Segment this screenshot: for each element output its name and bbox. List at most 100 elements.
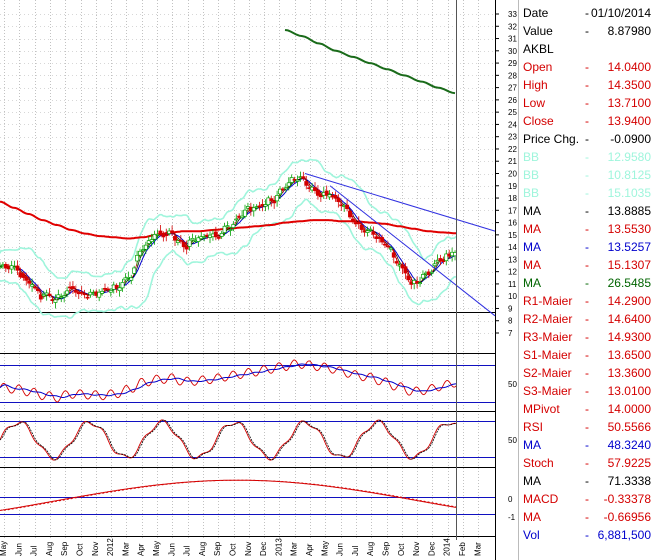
price-tick-label: 8 [508,317,513,326]
ma-long-line [0,200,456,240]
candle-body [368,229,373,231]
data-row-value: 14.0400 [607,60,651,74]
data-row-open: Open - 14.0400 [519,58,654,76]
time-axis-label: Oct [397,543,406,556]
data-row-separator: - [585,294,589,308]
candle-body [47,293,52,296]
candle-body [286,182,291,187]
candle-body [85,296,90,299]
candle-body [388,247,393,250]
time-axis-label: Jul [30,546,39,556]
data-row-separator: - [585,312,589,326]
trend-line-lower [329,185,496,317]
time-axis-label: Apr [137,543,146,556]
data-row-bb: BB - 15.1035 [519,184,654,202]
data-row-value: 13.3600 [607,366,651,380]
data-row-separator: - [585,150,589,164]
data-row-label: BB [523,168,540,182]
candle-body [219,233,224,237]
data-row-ma: MA - 48.3240 [519,436,654,454]
candle-body [350,218,355,223]
price-tick-label: 33 [508,10,517,19]
candle-body [444,253,449,262]
candle-body [21,273,26,278]
data-row-separator: - [585,330,589,344]
price-tick-label: 31 [508,35,517,44]
trend-lines [304,173,496,317]
data-row-separator: - [585,60,589,74]
candle-body [345,204,350,210]
data-row-price-chg: Price Chg. - -0.0900 [519,130,654,148]
price-tick-label: 19 [508,182,517,191]
price-tick-label: 7 [508,329,513,338]
data-row-label: Value [523,24,553,38]
candle-body [385,245,390,248]
data-row-low: Low - 13.7100 [519,94,654,112]
time-axis-label: May [152,541,161,556]
data-row-label: MACD [523,492,559,506]
panel-frames [0,0,496,560]
data-row-label: R1-Maier [523,294,573,308]
price-tick-label: 32 [508,22,517,31]
data-row-ma: MA - 13.5530 [519,220,654,238]
data-row-value: 15.1035 [607,186,651,200]
price-tick-label: 27 [508,84,517,93]
candle-body [295,179,300,182]
time-axis-label: Oct [76,543,85,556]
data-row-label: AKBL [523,42,554,56]
data-row-separator: - [585,276,589,290]
data-row-value: 14.0000 [607,402,651,416]
data-row-separator: - [585,6,589,20]
data-row-r2-maier: R2-Maier - 14.6400 [519,310,654,328]
data-row-label: MPivot [523,402,560,416]
candle-body [155,234,160,236]
candle-body [257,205,262,208]
data-row-high: High - 14.3500 [519,76,654,94]
data-row-label: R3-Maier [523,330,573,344]
data-row-value: 13.9400 [607,114,651,128]
data-row-value: 26.5485 [607,276,651,290]
time-axis-label: Feb [458,542,467,556]
candle-body [234,218,239,221]
data-row-bb: BB - 12.9580 [519,148,654,166]
candle-body [383,243,387,246]
data-row-separator: - [585,384,589,398]
candle-body [117,287,122,292]
candle-body [429,271,434,274]
data-row-bb: BB - 10.8125 [519,166,654,184]
data-row-ma: MA - 71.3338 [519,472,654,490]
candle-body [164,234,169,237]
data-row-value: 57.9225 [607,456,651,470]
data-row-s2-maier: S2-Maier - 13.3600 [519,364,654,382]
candle-body [100,290,105,294]
macd-tick-label: -1 [508,513,516,522]
candle-body [158,230,163,235]
data-row-label: Close [523,114,554,128]
candle-body [406,275,411,281]
price-tick-label: 23 [508,133,517,142]
data-row-ma: MA - -0.66956 [519,508,654,526]
data-row-value: 14.6400 [607,312,651,326]
data-row-value: 13.5530 [607,222,651,236]
data-row-label: Low [523,96,546,110]
candle-body [140,249,145,252]
axes: 7 8 9 10 11 12 13 14 15 16 17 18 19 20 21 22 23 24 25 26 27 2… [0,10,517,556]
data-row-label: BB [523,186,540,200]
time-axis-label: Mar [290,542,299,556]
candle-body [173,236,177,241]
candle-body [79,291,84,294]
data-row-separator: - [585,24,589,38]
price-tick-label: 13 [508,255,517,264]
time-axis-label: Sep [60,541,69,556]
data-row-separator: - [585,420,589,434]
data-row-label: BB [523,150,540,164]
time-axis-label: Oct [229,543,238,556]
candle-body [301,176,306,179]
candle-body [216,237,221,239]
candle-body [149,239,154,242]
macd-line [0,479,457,511]
candle-body [190,237,195,241]
time-axis-label: Aug [366,542,375,556]
data-row-value: Value - 8.87980 [519,22,654,40]
data-row-label: Price Chg. [523,132,580,146]
